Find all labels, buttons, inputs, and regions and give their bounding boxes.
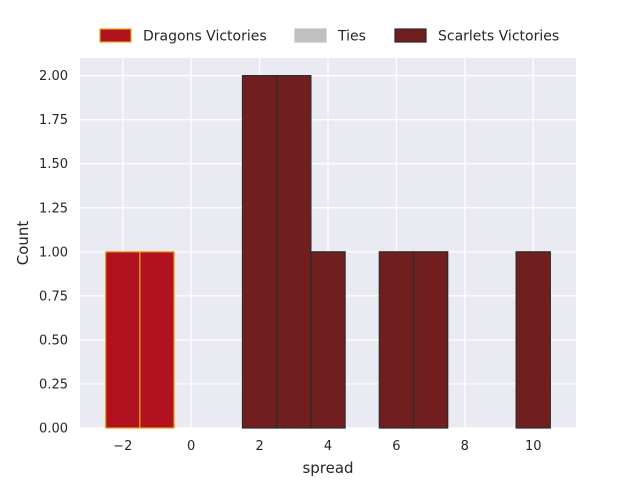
x-axis-label: spread — [302, 459, 353, 477]
histogram-bar — [241, 75, 278, 429]
x-tick-label: 2 — [255, 439, 263, 454]
y-tick-label: 0.75 — [39, 289, 68, 304]
y-tick-label: 2.00 — [39, 69, 68, 84]
histogram-bar — [310, 251, 346, 429]
histogram-bar — [412, 251, 449, 429]
legend-swatch — [99, 28, 132, 43]
legend: Dragons Victories Ties Scarlets Victories — [99, 28, 559, 45]
y-axis-label: Count — [14, 221, 32, 266]
histogram-bar — [276, 75, 312, 429]
histogram-bar — [378, 251, 415, 429]
y-tick-label: 0.25 — [39, 377, 68, 392]
bars — [105, 75, 551, 429]
histogram-bar — [139, 251, 175, 429]
legend-label: Ties — [337, 29, 366, 45]
x-tick-label: 0 — [187, 439, 195, 454]
x-tick-label: 10 — [525, 439, 542, 454]
legend-swatch — [294, 28, 327, 43]
y-tick-label: 1.25 — [39, 201, 68, 216]
x-tick-label: 8 — [461, 439, 469, 454]
legend-swatch — [394, 28, 427, 43]
x-axis-ticks: −2 0 2 4 6 8 10 — [113, 439, 541, 454]
histogram-bar — [515, 251, 551, 429]
x-tick-label: 6 — [392, 439, 400, 454]
y-tick-label: 1.75 — [39, 113, 68, 128]
legend-label: Scarlets Victories — [438, 29, 559, 45]
legend-label: Dragons Victories — [143, 29, 267, 45]
histogram-bar — [105, 251, 141, 429]
y-tick-label: 0.00 — [39, 422, 68, 437]
y-tick-label: 1.00 — [39, 245, 68, 260]
y-tick-label: 1.50 — [39, 157, 68, 172]
y-axis-ticks: 0.00 0.25 0.50 0.75 1.00 1.25 1.50 1.75 2.00 — [39, 69, 68, 436]
y-tick-label: 0.50 — [39, 333, 68, 348]
x-tick-label: 4 — [324, 439, 332, 454]
x-tick-label: −2 — [113, 439, 132, 454]
